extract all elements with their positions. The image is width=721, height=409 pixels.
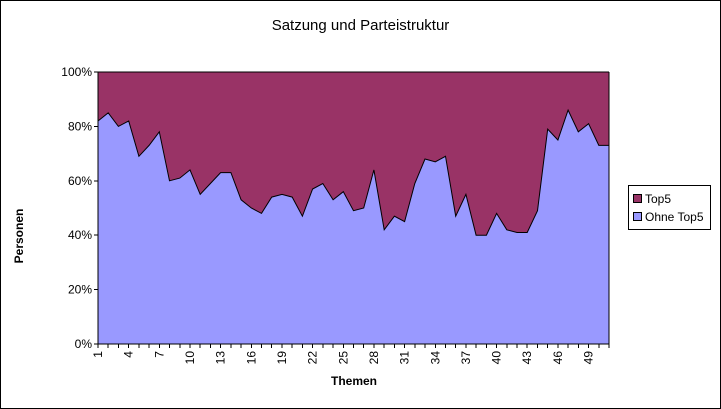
legend-item-ohne-top5: Ohne Top5	[633, 210, 704, 224]
x-tick-label: 25	[336, 351, 350, 365]
x-tick-label: 13	[214, 351, 228, 365]
legend-item-top5: Top5	[633, 192, 671, 206]
x-tick-label: 22	[306, 351, 320, 365]
legend-label: Ohne Top5	[645, 210, 704, 224]
legend-swatch-ohne-top5-icon	[633, 212, 642, 222]
legend-label: Top5	[645, 192, 672, 206]
y-axis-label: Personen	[12, 208, 26, 264]
x-tick-label: 16	[244, 351, 258, 365]
y-tick-label: 20%	[68, 283, 92, 297]
y-tick-label: 40%	[68, 228, 92, 242]
y-tick-label: 100%	[61, 65, 92, 79]
x-tick-label: 49	[582, 351, 596, 365]
x-tick-label: 43	[520, 351, 534, 365]
x-axis-label: Themen	[330, 374, 378, 388]
x-tick-label: 31	[398, 351, 412, 365]
legend-swatch-top5-icon	[633, 194, 642, 204]
y-tick-label: 0%	[75, 337, 93, 351]
x-tick-label: 37	[459, 351, 473, 365]
x-tick-label: 4	[122, 351, 136, 358]
x-tick-label: 40	[490, 351, 504, 365]
x-tick-label: 46	[551, 351, 565, 365]
x-tick-label: 19	[275, 351, 289, 365]
y-tick-label: 80%	[68, 119, 92, 133]
legend: Top5 Ohne Top5	[628, 185, 711, 230]
area-ohne-top5	[98, 110, 609, 344]
series-boundary-line	[97, 108, 609, 236]
x-tick-label: 28	[367, 351, 381, 365]
chart-title: Satzung und Parteistruktur	[271, 17, 450, 34]
x-tick-label: 10	[183, 351, 197, 365]
y-tick-label: 60%	[68, 174, 92, 188]
x-tick-label: 7	[152, 351, 166, 358]
x-tick-label: 34	[428, 351, 442, 365]
x-tick-label: 1	[91, 351, 105, 358]
